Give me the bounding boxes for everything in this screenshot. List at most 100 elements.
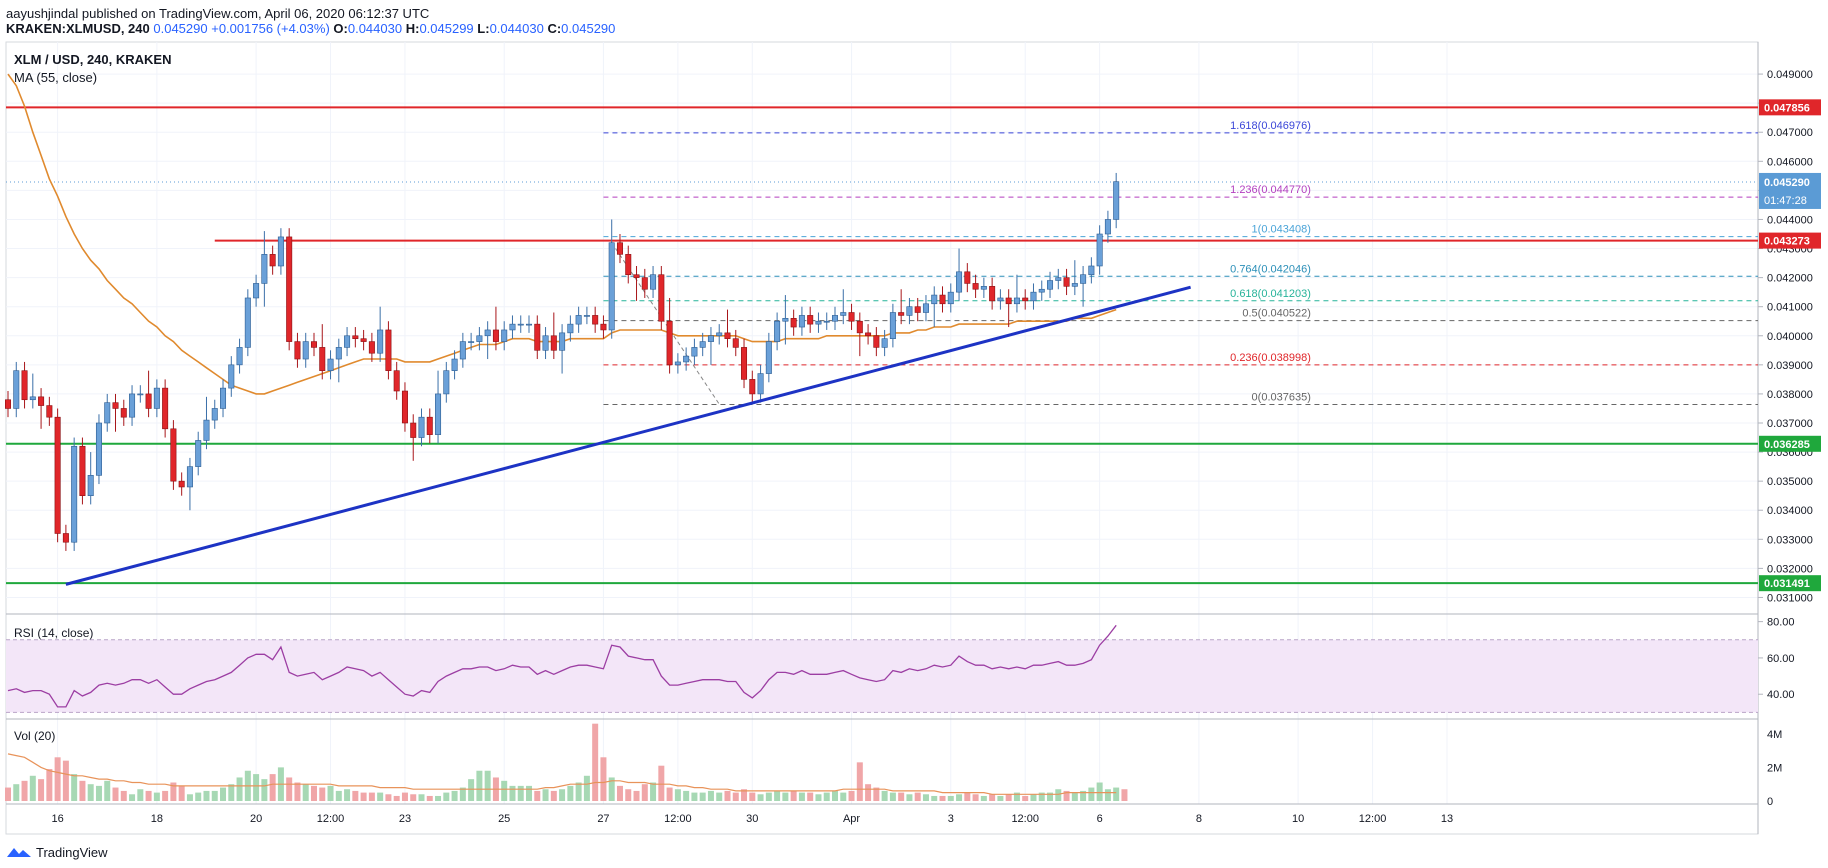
volume-bar (947, 795, 954, 801)
price-tick-label: 0.038000 (1767, 389, 1813, 401)
candle-body (641, 277, 648, 290)
volume-bar (401, 792, 408, 801)
publisher-name[interactable]: aayushjindal (6, 6, 79, 21)
volume-bar (517, 785, 524, 801)
candle-body (277, 236, 284, 267)
volume-bar (178, 785, 185, 801)
rsi-line (7, 624, 1117, 708)
candle-body (1055, 277, 1062, 281)
volume-bar (815, 794, 822, 801)
candle-body (931, 294, 938, 305)
price-tick-label: 0.049000 (1767, 69, 1813, 81)
volume-tick-label: 4M (1767, 729, 1782, 741)
time-tick-label: 13 (1441, 813, 1453, 825)
candle-body (724, 332, 731, 339)
candle-body (38, 396, 45, 406)
ascending-trendline (65, 285, 1191, 586)
candle-body (765, 341, 772, 374)
candle-body (1013, 297, 1020, 305)
tradingview-logo-icon (7, 848, 31, 857)
high-value: 0.045299 (419, 21, 474, 36)
candle-body (790, 318, 797, 328)
candle-body (393, 370, 400, 392)
candle-body (310, 341, 317, 348)
volume-bar (236, 777, 243, 801)
volume-bar (956, 794, 963, 801)
volume-bar (203, 790, 210, 801)
time-tick-label: 8 (1196, 813, 1202, 825)
volume-bar (650, 782, 657, 801)
volume-bar (964, 792, 971, 801)
candle-body (368, 341, 375, 354)
rsi-line-path (7, 624, 1117, 708)
candle-body (1022, 297, 1029, 302)
candle-body (550, 335, 557, 351)
grid-lines (6, 42, 1758, 804)
candle-body (327, 358, 334, 371)
volume-bar (641, 784, 648, 801)
candle-body (625, 254, 632, 276)
volume-bar (228, 784, 235, 801)
volume-bar (62, 760, 69, 801)
volume-tick-label: 0 (1767, 796, 1773, 808)
candle-body (707, 335, 714, 342)
last-price-badge (1759, 172, 1821, 209)
volume-bar (914, 792, 921, 801)
candle-body (922, 303, 929, 313)
level-price-label: 0.036285 (1764, 439, 1810, 451)
volume-bar (393, 795, 400, 801)
candle-body (5, 399, 12, 409)
trendline (65, 285, 1191, 586)
volume-bar (71, 774, 78, 801)
candle-body (542, 335, 549, 351)
volume-bar (377, 792, 384, 801)
volume-bar (310, 785, 317, 801)
level-price-badge (1759, 575, 1821, 592)
candle-body (782, 318, 789, 322)
chart-canvas[interactable]: 1.618(0.046976) 1.236(0.044770) 1(0.043408… (0, 0, 1828, 840)
low-value: 0.044030 (489, 21, 544, 36)
volume-bar (889, 792, 896, 801)
time-tick-label: 12:00 (664, 813, 692, 825)
price-tick-label: 0.039000 (1767, 360, 1813, 372)
volume-bar (575, 782, 582, 801)
candle-body (228, 364, 235, 389)
chart-frame (5, 41, 1759, 835)
candle-body (468, 341, 475, 343)
candle-body (749, 379, 756, 395)
candle-body (162, 387, 169, 430)
volume-bar (120, 790, 127, 801)
level-price-label: 0.031491 (1764, 578, 1810, 590)
candle-body (534, 323, 541, 351)
volume-bar (798, 792, 805, 801)
volume-bar (153, 792, 160, 801)
candle-body (939, 294, 946, 305)
candle-body (658, 274, 665, 322)
volume-bar (865, 784, 872, 801)
candle-body (54, 416, 61, 534)
volume-legend: Vol (20) (14, 729, 55, 743)
candle-body (898, 312, 905, 316)
fib-level-label: 0.764(0.042046) (1230, 263, 1311, 275)
chart-header: aayushjindal published on TradingView.co… (0, 0, 1828, 40)
candle-body (798, 315, 805, 328)
volume-bar (583, 775, 590, 801)
volume-bar (162, 790, 169, 801)
volume-bar (79, 780, 86, 801)
volume-bar (1030, 794, 1037, 801)
publish-line: aayushjindal published on TradingView.co… (6, 6, 429, 21)
axis-value-labels: 0.047856 0.043273 0.036285 0.031491 0.045290… (1759, 99, 1821, 592)
price-tick-label: 0.040000 (1767, 331, 1813, 343)
volume-bar (1047, 792, 1054, 801)
volume-bar (757, 794, 764, 801)
candle-body (683, 355, 690, 363)
volume-bar (95, 785, 102, 801)
price-tick-label: 0.044000 (1767, 214, 1813, 226)
level-price-label: 0.047856 (1764, 102, 1810, 114)
volume-bar (699, 792, 706, 801)
candle-body (732, 338, 739, 348)
volume-bar (104, 780, 111, 801)
candle-body (616, 242, 623, 255)
candle-body (79, 445, 86, 496)
candle-body (757, 373, 764, 395)
